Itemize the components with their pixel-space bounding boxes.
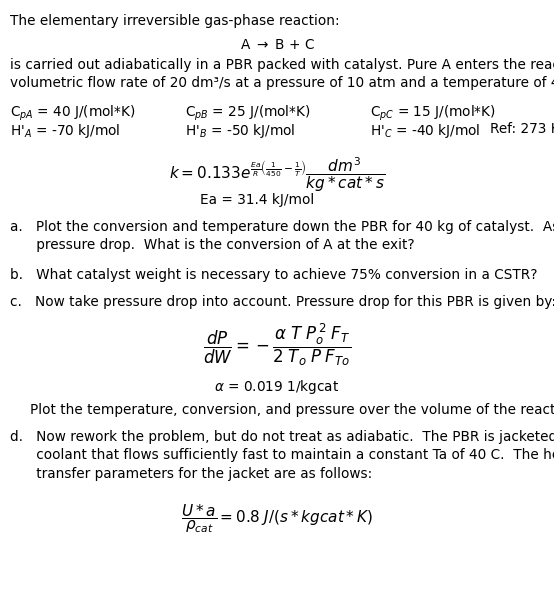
Text: C$_{pA}$ = 40 J/(mol*K): C$_{pA}$ = 40 J/(mol*K) [10, 104, 136, 123]
Text: H$'_{B}$ = -50 kJ/mol: H$'_{B}$ = -50 kJ/mol [185, 122, 295, 140]
Text: $k = 0.133e^{\frac{Ea}{R}\left(\frac{1}{450} - \frac{1}{T}\right)} \dfrac{dm^3}{: $k = 0.133e^{\frac{Ea}{R}\left(\frac{1}{… [169, 156, 385, 194]
Text: Ea = 31.4 kJ/mol: Ea = 31.4 kJ/mol [200, 193, 314, 207]
Text: $\dfrac{dP}{dW} = -\dfrac{\alpha \; T \; P_o^{\,2} \; F_T}{2 \; T_o \; P \; F_{T: $\dfrac{dP}{dW} = -\dfrac{\alpha \; T \;… [203, 322, 351, 368]
Text: c.   Now take pressure drop into account. Pressure drop for this PBR is given by: c. Now take pressure drop into account. … [10, 295, 554, 309]
Text: Ref: 273 K: Ref: 273 K [490, 122, 554, 136]
Text: A $\rightarrow$ B + C: A $\rightarrow$ B + C [239, 38, 315, 52]
Text: C$_{pC}$ = 15 J/(mol*K): C$_{pC}$ = 15 J/(mol*K) [370, 104, 496, 123]
Text: Plot the temperature, conversion, and pressure over the volume of the reactor.: Plot the temperature, conversion, and pr… [30, 403, 554, 417]
Text: $\dfrac{U * a}{\rho_{cat}} = 0.8 \; J/(s * kgcat * K)$: $\dfrac{U * a}{\rho_{cat}} = 0.8 \; J/(s… [181, 502, 373, 535]
Text: $\alpha$ = 0.019 1/kgcat: $\alpha$ = 0.019 1/kgcat [214, 378, 340, 396]
Text: C$_{pB}$ = 25 J/(mol*K): C$_{pB}$ = 25 J/(mol*K) [185, 104, 311, 123]
Text: H$'_{C}$ = -40 kJ/mol: H$'_{C}$ = -40 kJ/mol [370, 122, 480, 140]
Text: is carried out adiabatically in a PBR packed with catalyst. Pure A enters the re: is carried out adiabatically in a PBR pa… [10, 58, 554, 90]
Text: The elementary irreversible gas-phase reaction:: The elementary irreversible gas-phase re… [10, 14, 340, 28]
Text: b.   What catalyst weight is necessary to achieve 75% conversion in a CSTR?: b. What catalyst weight is necessary to … [10, 268, 537, 282]
Text: a.   Plot the conversion and temperature down the PBR for 40 kg of catalyst.  As: a. Plot the conversion and temperature d… [10, 220, 554, 252]
Text: H$'_{A}$ = -70 kJ/mol: H$'_{A}$ = -70 kJ/mol [10, 122, 120, 140]
Text: d.   Now rework the problem, but do not treat as adiabatic.  The PBR is jacketed: d. Now rework the problem, but do not tr… [10, 430, 554, 481]
